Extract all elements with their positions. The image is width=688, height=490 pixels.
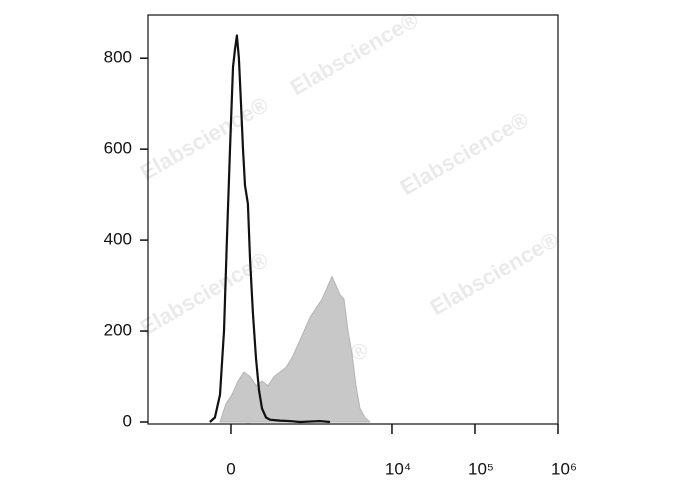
histogram-line xyxy=(209,34,331,424)
x-tick-label: 0 xyxy=(226,459,235,478)
y-tick-label: 0 xyxy=(123,411,132,430)
y-tick-label: 600 xyxy=(104,139,132,158)
watermark: Elabscience® xyxy=(286,7,423,100)
y-tick-label: 800 xyxy=(104,48,132,67)
y-tick-label: 400 xyxy=(104,230,132,249)
watermark: Elabscience® xyxy=(136,92,273,185)
y-tick-label: 200 xyxy=(104,321,132,340)
plot-frame xyxy=(147,14,559,425)
watermark: Elabscience® xyxy=(426,227,563,320)
x-tick-label: 10⁶ xyxy=(551,459,577,478)
x-tick-label: 10⁴ xyxy=(385,459,411,478)
filled-histogram xyxy=(219,276,371,423)
x-tick-label: 10⁵ xyxy=(468,459,494,478)
watermark: Elabscience® xyxy=(396,107,533,200)
